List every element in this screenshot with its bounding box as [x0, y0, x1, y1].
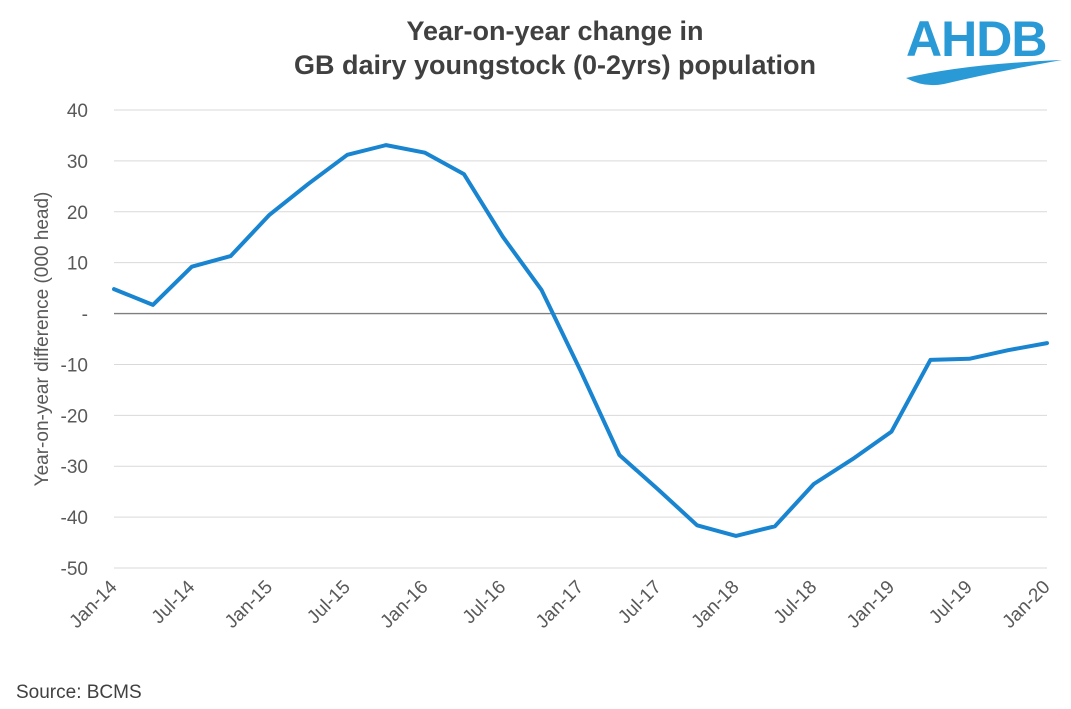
x-tick-label: Jan-16	[377, 577, 433, 633]
title-line-2: GB dairy youngstock (0-2yrs) population	[293, 50, 817, 80]
y-tick-label: -40	[61, 508, 88, 529]
y-tick-label: 20	[67, 203, 88, 224]
y-tick-label: -50	[61, 559, 88, 580]
logo-text: AHDB	[906, 11, 1047, 67]
y-tick-label: -30	[61, 457, 88, 478]
y-tick-label: -20	[61, 406, 88, 427]
y-tick-label: -10	[61, 355, 88, 376]
x-tick-label: Jul-18	[770, 577, 821, 628]
y-tick-label: 10	[67, 254, 88, 275]
x-tick-label: Jul-15	[303, 577, 354, 628]
x-tick-label: Jul-14	[148, 576, 200, 628]
series-line	[112, 143, 1049, 538]
logo-swoosh-icon	[906, 60, 1062, 86]
x-tick-label: Jan-20	[999, 577, 1055, 633]
y-tick-label: -	[82, 305, 88, 326]
chart-title: Year-on-year change in GB dairy youngsto…	[0, 14, 1071, 82]
title-line-1: Year-on-year change in	[406, 16, 704, 46]
x-tick-label: Jul-17	[614, 577, 665, 628]
x-tick-label: Jan-19	[843, 577, 899, 633]
x-tick-label: Jan-18	[688, 577, 744, 633]
x-tick-label: Jan-15	[221, 577, 277, 633]
x-tick-label: Jan-14	[66, 576, 122, 632]
ahdb-logo: AHDB	[904, 11, 1064, 90]
x-tick-label: Jan-17	[532, 577, 588, 633]
x-tick-label: Jul-16	[459, 577, 510, 628]
y-axis-label: Year-on-year difference (000 head)	[32, 192, 53, 487]
y-tick-label: 40	[67, 101, 88, 122]
y-tick-label: 30	[67, 152, 88, 173]
x-tick-label: Jul-19	[925, 577, 976, 628]
source-note: Source: BCMS	[16, 682, 142, 703]
